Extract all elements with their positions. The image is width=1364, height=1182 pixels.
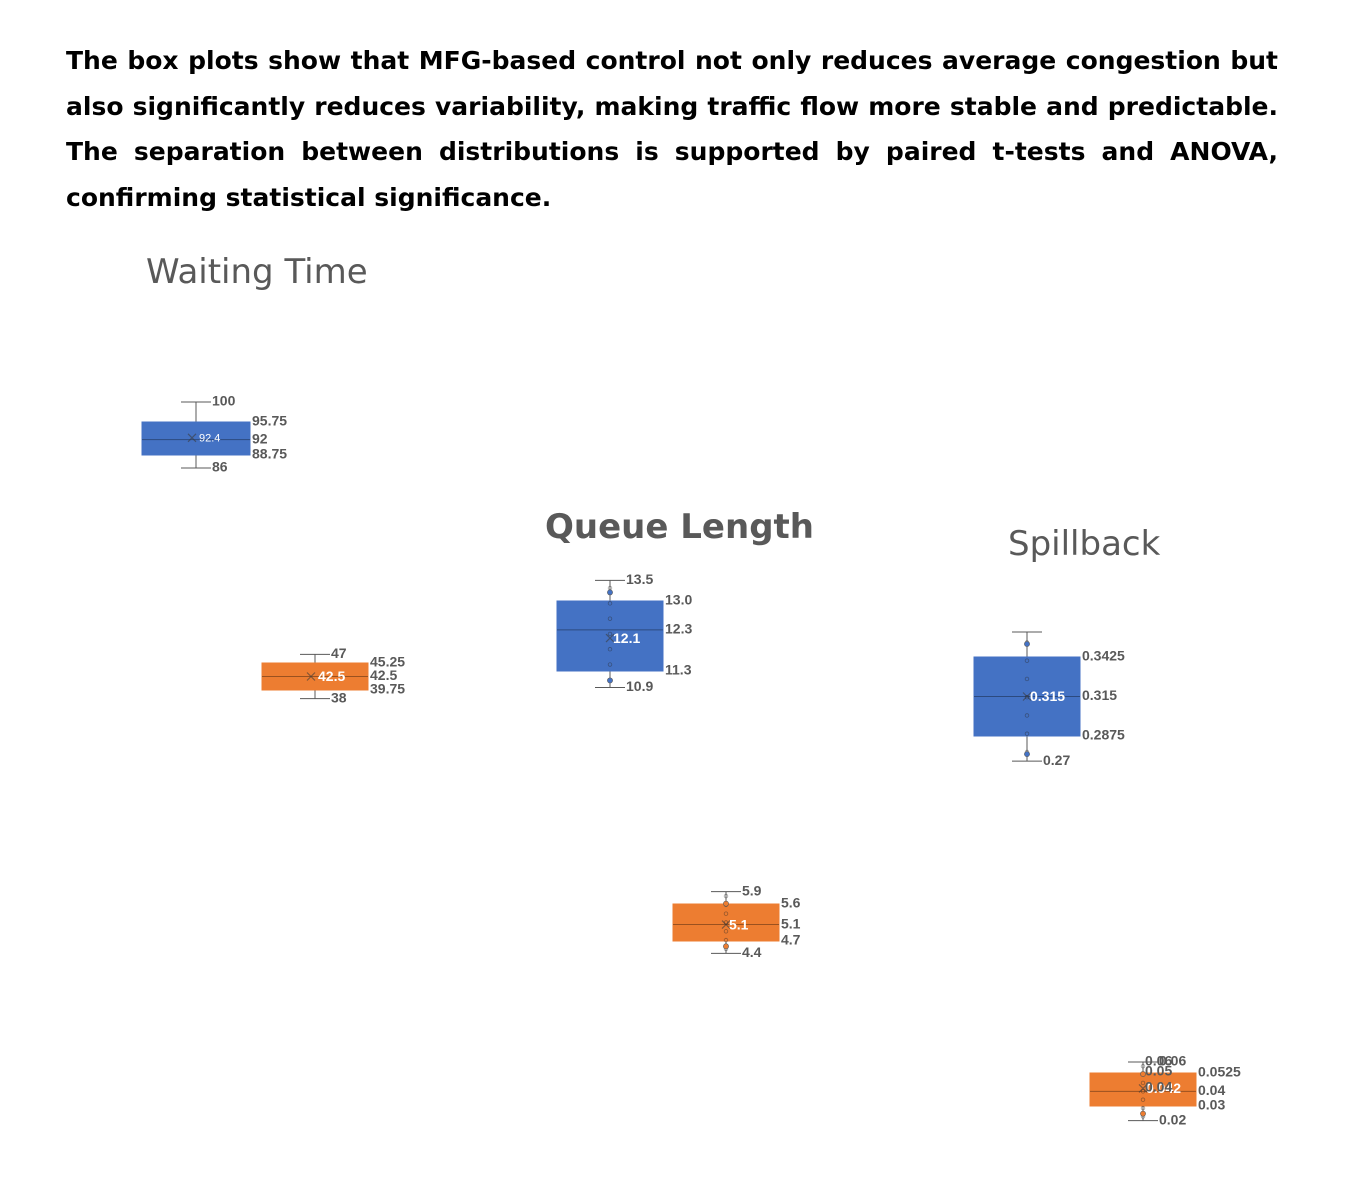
c2-b0-data-point [1024,676,1030,682]
c2-b0-mean-label: 0.315 [1030,688,1065,704]
c1-b1-box [672,903,780,942]
c1-b1-max-label: 5.9 [742,882,762,898]
c1-b1-q1-label: 4.7 [781,932,801,948]
c2-b0-q1-label: 0.2875 [1082,727,1125,743]
c2-b0-data-point [1024,713,1030,718]
c2-b0-data-point [1024,658,1030,663]
c0-b0-q3-label: 95.75 [252,413,287,429]
c2-b1-max-label: 0.06 [1159,1053,1186,1069]
c1-b0-data-point [607,616,613,621]
c1-b0-data-point [607,647,613,652]
c1-b1-data-point [723,893,729,899]
c2-b1-q3-label: 0.0525 [1198,1064,1241,1080]
c0-b0-median-label: 92 [252,430,268,446]
c1-b0-data-point [607,589,613,596]
c2-b1-data-point [1140,1105,1146,1111]
c1-b0-mean-marker [605,633,615,643]
c1-b0-median-label: 12.3 [665,621,692,637]
c0-b0-min-label: 86 [212,459,228,475]
c2-b1-data-point [1140,1110,1146,1117]
c2-b0-q3-label: 0.3425 [1082,648,1125,664]
c0-b0-box [141,421,251,456]
c1-b0-data-point [607,662,613,667]
c2-b1-point-label: 0.05 [1145,1063,1172,1079]
c1-b0-q1-label: 11.3 [665,662,692,678]
c2-b0-min-label: 0.27 [1043,752,1070,768]
chart-title-spillback: Spillback [1008,524,1161,564]
c2-b1-data-point [1140,1089,1146,1094]
c1-b0-max-label: 13.5 [626,571,653,587]
c1-b0-q3-label: 13.0 [665,592,692,608]
c2-b0-median-label: 0.315 [1082,687,1117,703]
c1-b0-data-point [607,601,613,606]
c2-b1-point-label: 0.04 [1145,1079,1172,1095]
body-paragraph: The box plots show that MFG-based contro… [66,46,1278,212]
c1-b1-data-point [723,900,729,907]
c0-b0-mean-marker [187,433,197,443]
c0-b1-min-label: 38 [331,689,347,705]
c2-b1-point-label: 0.06 [1145,1053,1172,1069]
c2-b1-q1-label: 0.03 [1198,1097,1225,1113]
c0-b1-q3-label: 45.25 [370,654,405,670]
c2-b1-median-label: 0.04 [1198,1082,1225,1098]
c2-b0-data-point [1024,731,1030,736]
c1-b1-mean-marker [721,920,731,929]
c2-b0-data-point [1024,641,1030,647]
c0-b1-mean-marker [306,672,316,681]
c1-b1-data-point [723,920,729,925]
c2-b1-mean-label: 0.042 [1146,1080,1181,1096]
c1-b0-data-point [607,677,613,684]
c1-b1-data-point [723,911,729,916]
c0-b1-q1-label: 39.75 [370,681,405,697]
c2-b1-data-point [1140,1063,1146,1069]
c0-b0-q1-label: 88.75 [252,446,287,462]
c0-b1-mean-label: 42.5 [318,668,345,684]
c0-b0-mean-label: 92.4 [199,433,220,445]
chart-title-waiting-time: Waiting Time [146,252,368,292]
c2-b0-data-point [1024,751,1030,758]
c1-b1-data-point [723,937,729,943]
c1-b1-data-point [723,943,729,950]
c0-b1-box [261,662,369,691]
c1-b1-min-label: 4.4 [742,944,762,960]
c1-b0-min-label: 10.9 [626,678,653,694]
c2-b0-mean-marker [1022,692,1032,701]
c2-b0-data-point [1024,695,1030,700]
c2-b1-data-point [1140,1071,1146,1077]
c1-b0-box [556,600,664,672]
c1-b1-mean-label: 5.1 [729,916,749,932]
c1-b0-mean-label: 12.1 [613,630,640,646]
c1-b1-data-point [723,929,729,934]
c1-b1-q3-label: 5.6 [781,895,801,911]
c0-b1-median-label: 42.5 [370,667,397,683]
c1-b0-data-point [607,631,613,637]
chart-title-queue-length: Queue Length [545,507,814,547]
c2-b1-data-point [1140,1097,1146,1102]
c2-b1-box [1089,1072,1197,1107]
c2-b1-mean-marker [1138,1083,1148,1093]
c0-b1-max-label: 47 [331,645,347,661]
c0-b0-max-label: 100 [212,393,236,409]
c2-b1-min-label: 0.02 [1159,1111,1186,1127]
c1-b1-median-label: 5.1 [781,915,801,931]
c2-b1-data-point [1140,1080,1146,1086]
